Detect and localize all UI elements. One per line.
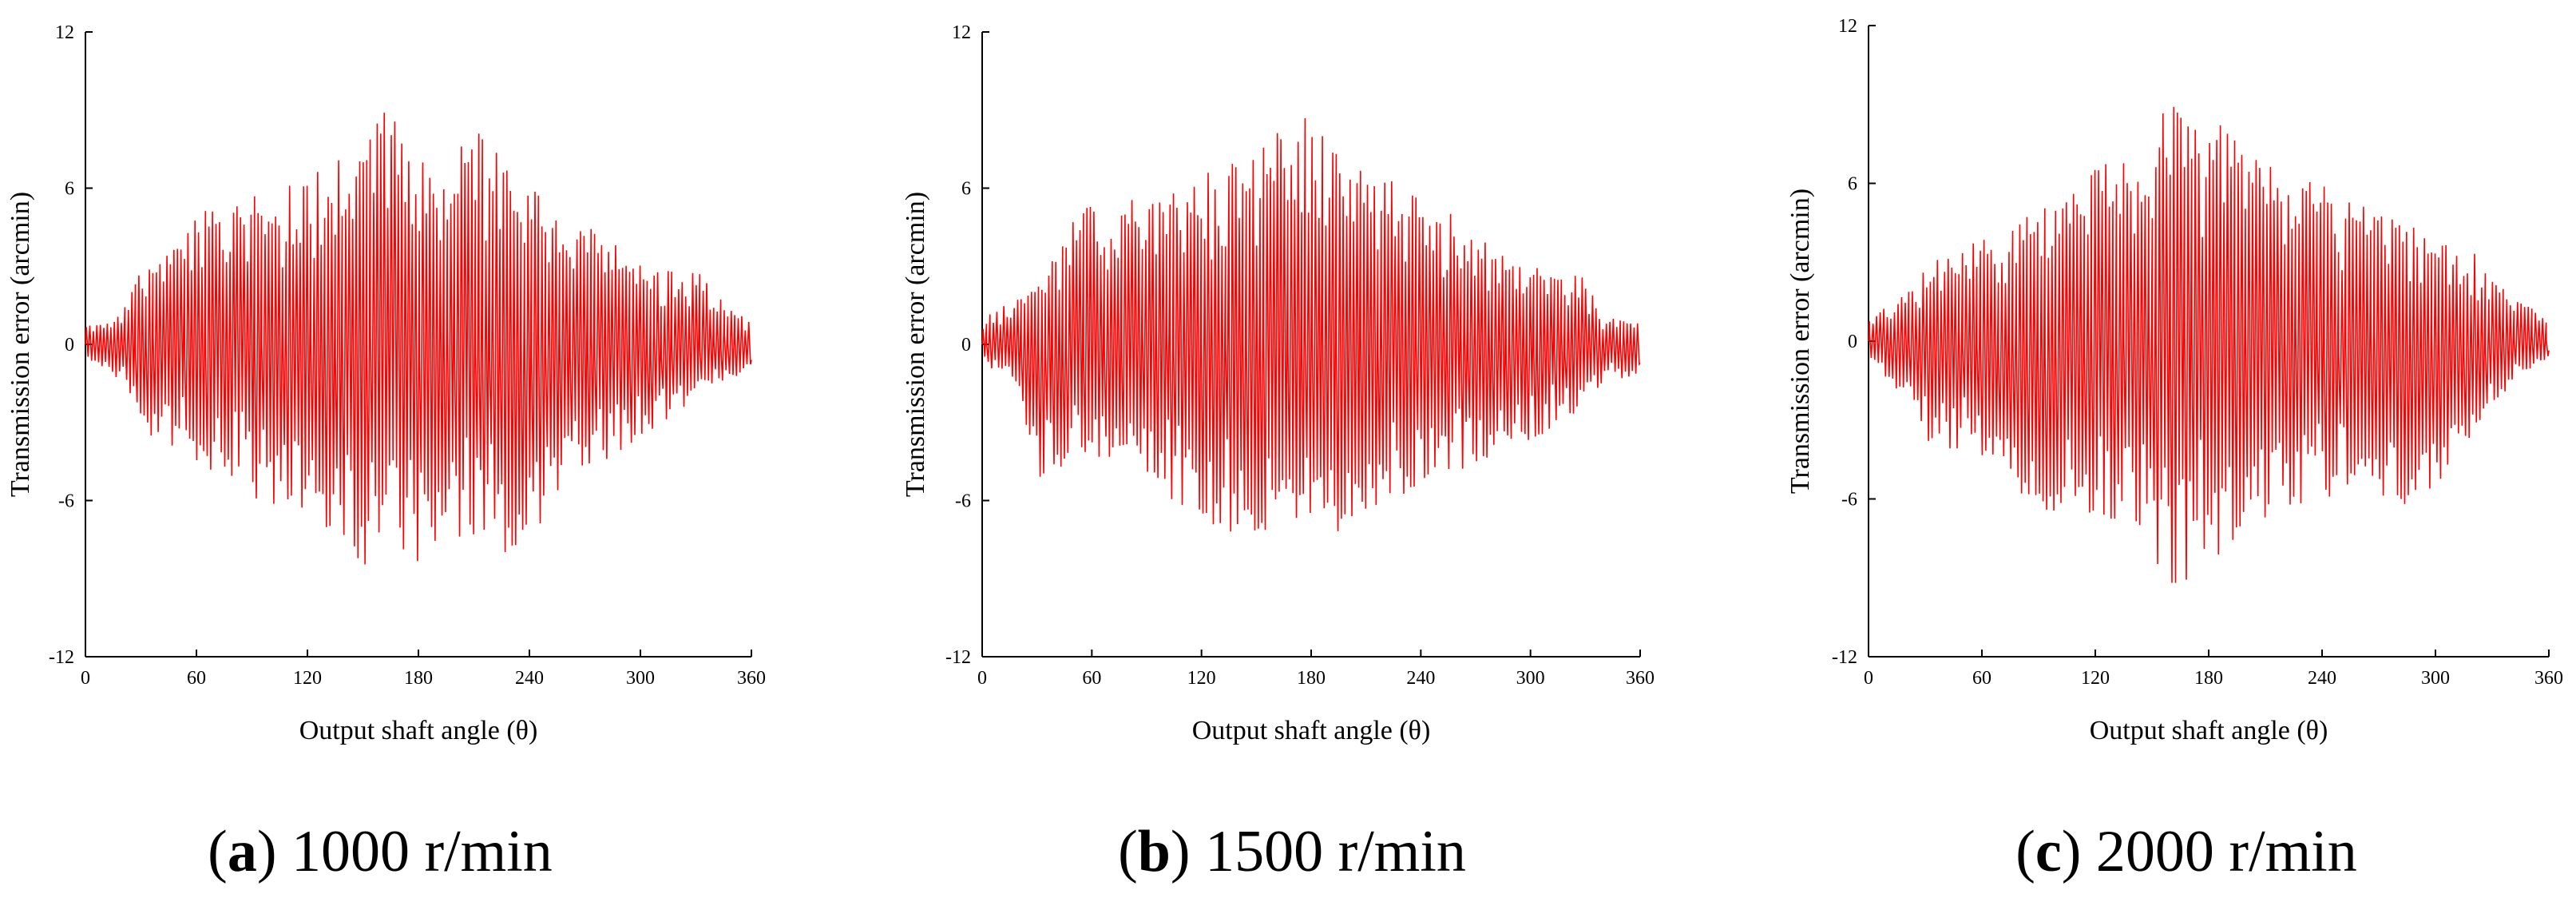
- y-tick-label: 12: [952, 22, 971, 43]
- y-tick-label: -6: [1841, 490, 1857, 511]
- x-ticks: 0 60 120 180 240 300 360: [81, 650, 766, 689]
- y-tick-label: -12: [49, 647, 74, 668]
- x-tick-label: 180: [404, 668, 433, 689]
- x-tick-label: 60: [187, 668, 206, 689]
- x-tick-label: 180: [1297, 668, 1326, 689]
- y-tick-label: 0: [65, 335, 74, 356]
- caption: (a) 1000 r/min: [208, 819, 553, 884]
- y-tick-label: 0: [1848, 332, 1857, 352]
- y-tick-label: -12: [1832, 647, 1857, 668]
- x-tick-label: 180: [2194, 668, 2223, 689]
- y-tick-label: 0: [961, 335, 971, 356]
- y-tick-label: 6: [961, 179, 971, 200]
- x-tick-label: 300: [1516, 668, 1545, 689]
- y-tick-label: 12: [55, 22, 74, 43]
- caption-text: 1500 r/min: [1205, 819, 1466, 884]
- caption-letter: a: [228, 819, 257, 884]
- y-ticks: 12 6 0 -6 -12: [945, 22, 989, 668]
- caption-letter: c: [2035, 819, 2062, 884]
- x-tick-label: 360: [1626, 668, 1655, 689]
- caption-text: 1000 r/min: [291, 819, 553, 884]
- y-axis-label: Transmission error (arcmin): [6, 192, 35, 497]
- x-tick-label: 360: [737, 668, 766, 689]
- y-tick-label: 12: [1838, 16, 1857, 37]
- x-axis-label: Output shaft angle (θ): [1192, 716, 1431, 745]
- caption: (b) 1500 r/min: [1118, 819, 1466, 884]
- x-tick-label: 60: [1972, 668, 1991, 689]
- y-tick-label: -6: [58, 491, 74, 512]
- x-tick-label: 240: [2308, 668, 2336, 689]
- caption: (c) 2000 r/min: [2015, 819, 2357, 884]
- y-tick-label: 6: [1848, 174, 1857, 195]
- transmission-error-series: [85, 113, 752, 565]
- y-tick-label: -6: [955, 491, 971, 512]
- x-ticks: 0 60 120 180 240 300 360: [1864, 650, 2563, 689]
- y-tick-label: 6: [65, 179, 74, 200]
- x-tick-label: 300: [2421, 668, 2450, 689]
- x-tick-label: 120: [2081, 668, 2110, 689]
- y-tick-label: -12: [945, 647, 971, 668]
- transmission-error-series: [981, 117, 1641, 532]
- x-tick-label: 120: [293, 668, 322, 689]
- caption-text: 2000 r/min: [2096, 819, 2357, 884]
- y-axis-label: Transmission error (arcmin): [901, 192, 930, 497]
- y-axis-label: Transmission error (arcmin): [1785, 189, 1815, 494]
- y-ticks: 12 6 0 -6 -12: [49, 22, 93, 668]
- x-tick-label: 0: [977, 668, 987, 689]
- x-tick-label: 240: [515, 668, 544, 689]
- caption-letter: b: [1138, 819, 1171, 884]
- x-tick-label: 120: [1187, 668, 1216, 689]
- x-tick-label: 240: [1406, 668, 1435, 689]
- x-ticks: 0 60 120 180 240 300 360: [977, 650, 1655, 689]
- x-tick-label: 300: [626, 668, 655, 689]
- x-tick-label: 60: [1082, 668, 1101, 689]
- x-tick-label: 0: [81, 668, 90, 689]
- x-tick-label: 0: [1864, 668, 1873, 689]
- x-axis-label: Output shaft angle (θ): [299, 716, 538, 745]
- x-axis-label: Output shaft angle (θ): [2090, 716, 2328, 745]
- x-tick-label: 360: [2534, 668, 2563, 689]
- transmission-error-series: [1868, 106, 2550, 583]
- y-ticks: 12 6 0 -6 -12: [1832, 16, 1876, 668]
